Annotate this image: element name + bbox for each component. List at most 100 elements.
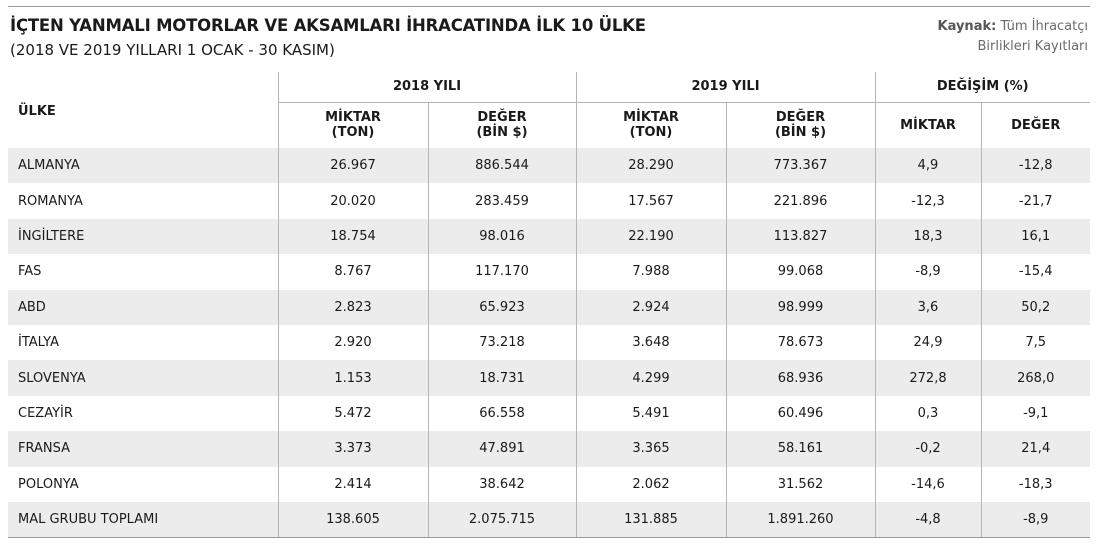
cell-country: ROMANYA [18, 193, 83, 209]
cell-qty-2019: 131.885 [575, 501, 726, 539]
cell-qty-2019: 3.365 [575, 431, 726, 467]
cell-qty-2019: 28.290 [575, 148, 726, 184]
cell-val-2019: 773.367 [725, 148, 875, 184]
header-change-val: DEĞER [980, 102, 1090, 148]
cell-val-2019: 113.827 [725, 218, 875, 255]
cell-val-2018: 283.459 [427, 183, 576, 219]
cell-val-2018: 886.544 [427, 148, 576, 184]
cell-change-val: -12,8 [980, 148, 1090, 184]
cell-country: ABD [8, 289, 278, 325]
table-row: FAS 8.767 117.170 7.988 99.068 -8,9 -15,4 [8, 254, 1090, 290]
header-country: ÜLKE [18, 104, 56, 119]
cell-change-val: -9,1 [980, 395, 1090, 432]
cell-qty-2019: 17.567 [575, 183, 726, 219]
cell-val-2019: 58.161 [725, 431, 875, 467]
cell-change-qty: 4,9 [874, 148, 981, 184]
cell-qty-2018: 2.414 [277, 466, 428, 502]
header-change: DEĞİŞİM (%) [874, 72, 1090, 103]
cell-qty-2018: 20.020 [277, 183, 428, 219]
cell-qty-2018: 18.754 [277, 218, 428, 255]
table-row: SLOVENYA 1.153 18.731 4.299 68.936 272,8 268,0 [8, 360, 1090, 396]
cell-val-2018: 38.642 [427, 466, 576, 502]
header-year-2018: 2018 YILI [277, 72, 576, 103]
cell-change-val: -18,3 [980, 466, 1090, 502]
cell-country: CEZAYİR [18, 405, 73, 421]
cell-change-val: -21,7 [980, 183, 1090, 219]
header-val-2019: DEĞER (BİN $) [725, 102, 875, 148]
cell-val-2019: 31.562 [725, 466, 875, 502]
cell-country: POLONYA [18, 476, 79, 492]
cell-change-val: 268,0 [980, 360, 1090, 396]
header-change-qty: MİKTAR [874, 102, 981, 148]
cell-change-qty: -14,6 [874, 466, 981, 502]
cell-val-2019: 1.891.260 [725, 501, 875, 539]
table-row: CEZAYİR 5.472 66.558 5.491 60.496 0,3 -9,1 [8, 395, 1090, 432]
cell-val-2018: 117.170 [427, 254, 576, 290]
cell-change-qty: 3,6 [874, 289, 981, 325]
cell-qty-2019: 2.062 [575, 466, 726, 502]
page-title: İÇTEN YANMALI MOTORLAR VE AKSAMLARI İHRA… [10, 16, 646, 35]
cell-change-qty: 272,8 [874, 360, 981, 396]
cell-qty-2018: 5.472 [277, 395, 428, 432]
cell-country: İTALYA [18, 335, 59, 351]
cell-change-qty: 18,3 [874, 218, 981, 255]
cell-change-qty: -4,8 [874, 501, 981, 539]
cell-country: FRANSA [8, 431, 278, 467]
table-row: ALMANYA 26.967 886.544 28.290 773.367 4,9 -12,… [8, 148, 1090, 184]
cell-country: MAL GRUBU TOPLAMI [8, 501, 278, 539]
cell-qty-2018: 1.153 [277, 360, 428, 396]
cell-country: SLOVENYA [8, 360, 278, 396]
cell-val-2019: 99.068 [725, 254, 875, 290]
cell-country: FAS [18, 264, 42, 280]
source-line1: Tüm İhracatçı [1000, 19, 1088, 34]
cell-change-qty: -0,2 [874, 431, 981, 467]
header-qty-2018: MİKTAR (TON) [277, 102, 428, 148]
cell-qty-2019: 2.924 [575, 289, 726, 325]
cell-val-2018: 47.891 [427, 431, 576, 467]
cell-val-2019: 68.936 [725, 360, 875, 396]
cell-country: ALMANYA [8, 148, 278, 184]
cell-change-val: -8,9 [980, 501, 1090, 539]
source-label: Kaynak: [937, 19, 997, 34]
cell-qty-2019: 5.491 [575, 395, 726, 432]
table-row: İTALYA 2.920 73.218 3.648 78.673 24,9 7,5 [8, 324, 1090, 361]
cell-val-2018: 73.218 [427, 324, 576, 361]
cell-change-qty: -12,3 [874, 183, 981, 219]
header-year-2019: 2019 YILI [575, 72, 875, 103]
cell-val-2018: 2.075.715 [427, 501, 576, 539]
cell-val-2019: 60.496 [725, 395, 875, 432]
top-rule [8, 6, 1090, 7]
cell-change-qty: 24,9 [874, 324, 981, 361]
cell-qty-2019: 7.988 [575, 254, 726, 290]
export-table: ÜLKE 2018 YILI 2019 YILI DEĞİŞİM (%) MİK… [8, 72, 1090, 539]
cell-qty-2019: 3.648 [575, 324, 726, 361]
cell-qty-2018: 26.967 [277, 148, 428, 184]
cell-val-2018: 18.731 [427, 360, 576, 396]
cell-val-2019: 78.673 [725, 324, 875, 361]
source-note: Kaynak: Tüm İhracatçı Birlikleri Kayıtla… [938, 17, 1088, 57]
cell-qty-2018: 3.373 [277, 431, 428, 467]
cell-val-2019: 221.896 [725, 183, 875, 219]
cell-change-qty: 0,3 [874, 395, 981, 432]
cell-qty-2018: 2.823 [277, 289, 428, 325]
table-row: ROMANYA 20.020 283.459 17.567 221.896 -12,3 -2… [8, 183, 1090, 219]
cell-change-val: 16,1 [980, 218, 1090, 255]
header-qty-2019: MİKTAR (TON) [575, 102, 726, 148]
table-row: İNGİLTERE 18.754 98.016 22.190 113.827 18,3 16… [8, 218, 1090, 255]
cell-val-2018: 98.016 [427, 218, 576, 255]
header-val-2018: DEĞER (BİN $) [427, 102, 576, 148]
page-subtitle: (2018 VE 2019 YILLARI 1 OCAK - 30 KASIM) [10, 41, 335, 59]
cell-country: İNGİLTERE [8, 218, 278, 255]
cell-val-2018: 65.923 [427, 289, 576, 325]
table-row: POLONYA 2.414 38.642 2.062 31.562 -14,6 -18,3 [8, 466, 1090, 502]
cell-qty-2018: 2.920 [277, 324, 428, 361]
cell-change-val: -15,4 [980, 254, 1090, 290]
source-line2: Birlikleri Kayıtları [977, 39, 1088, 54]
cell-val-2019: 98.999 [725, 289, 875, 325]
table-body: ALMANYA 26.967 886.544 28.290 773.367 4,9 -12,… [8, 148, 1090, 539]
cell-qty-2018: 138.605 [277, 501, 428, 539]
cell-change-val: 7,5 [980, 324, 1090, 361]
table-row: ABD 2.823 65.923 2.924 98.999 3,6 50,2 [8, 289, 1090, 325]
cell-change-val: 50,2 [980, 289, 1090, 325]
cell-change-val: 21,4 [980, 431, 1090, 467]
